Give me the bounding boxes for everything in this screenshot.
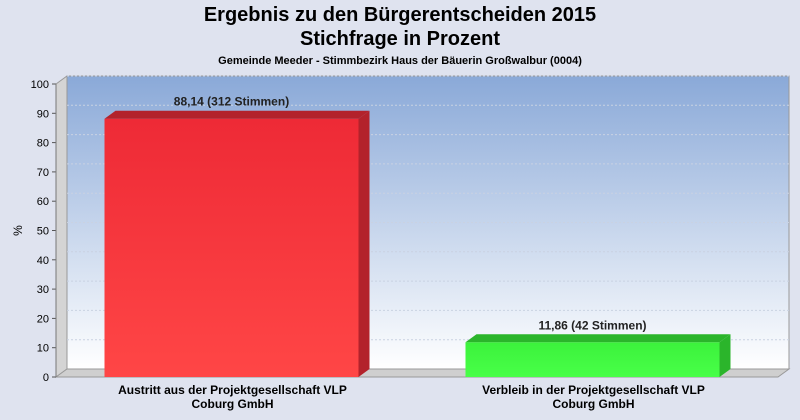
bar-top — [465, 334, 731, 343]
y-tick-label: 30 — [37, 284, 49, 296]
y-tick-label: 50 — [37, 226, 49, 238]
chart-title: Ergebnis zu den Bürgerentscheiden 2015 — [203, 4, 597, 26]
plot-side-wall — [55, 75, 68, 378]
y-tick-label: 10 — [37, 343, 49, 355]
y-tick-label: 70 — [37, 167, 49, 179]
y-tick-label: 20 — [37, 313, 49, 325]
x-category-label: Coburg GmbH — [192, 397, 274, 411]
y-tick-label: 100 — [31, 79, 49, 91]
data-label: 11,86 (42 Stimmen) — [538, 318, 646, 332]
y-tick-label: 40 — [37, 255, 49, 267]
data-label: 88,14 (312 Stimmen) — [174, 95, 289, 109]
x-category-label: Coburg GmbH — [553, 397, 635, 411]
chart-title-line2: Stichfrage in Prozent — [299, 28, 501, 50]
bar-top — [104, 110, 370, 119]
chart-subtitle: Gemeinde Meeder - Stimmbezirk Haus der B… — [218, 55, 582, 67]
bar — [104, 118, 359, 377]
y-tick-label: 80 — [37, 138, 49, 150]
y-tick-label: 60 — [37, 196, 49, 208]
y-tick-label: 0 — [43, 372, 49, 384]
bar-side — [719, 334, 731, 377]
bar-side — [358, 110, 370, 377]
x-category-label: Verbleib in der Projektgesellschaft VLP — [482, 383, 705, 397]
y-axis-label: % — [11, 225, 25, 236]
bar — [465, 342, 720, 377]
y-tick-label: 90 — [37, 108, 49, 120]
x-category-label: Austritt aus der Projektgesellschaft VLP — [118, 383, 347, 397]
